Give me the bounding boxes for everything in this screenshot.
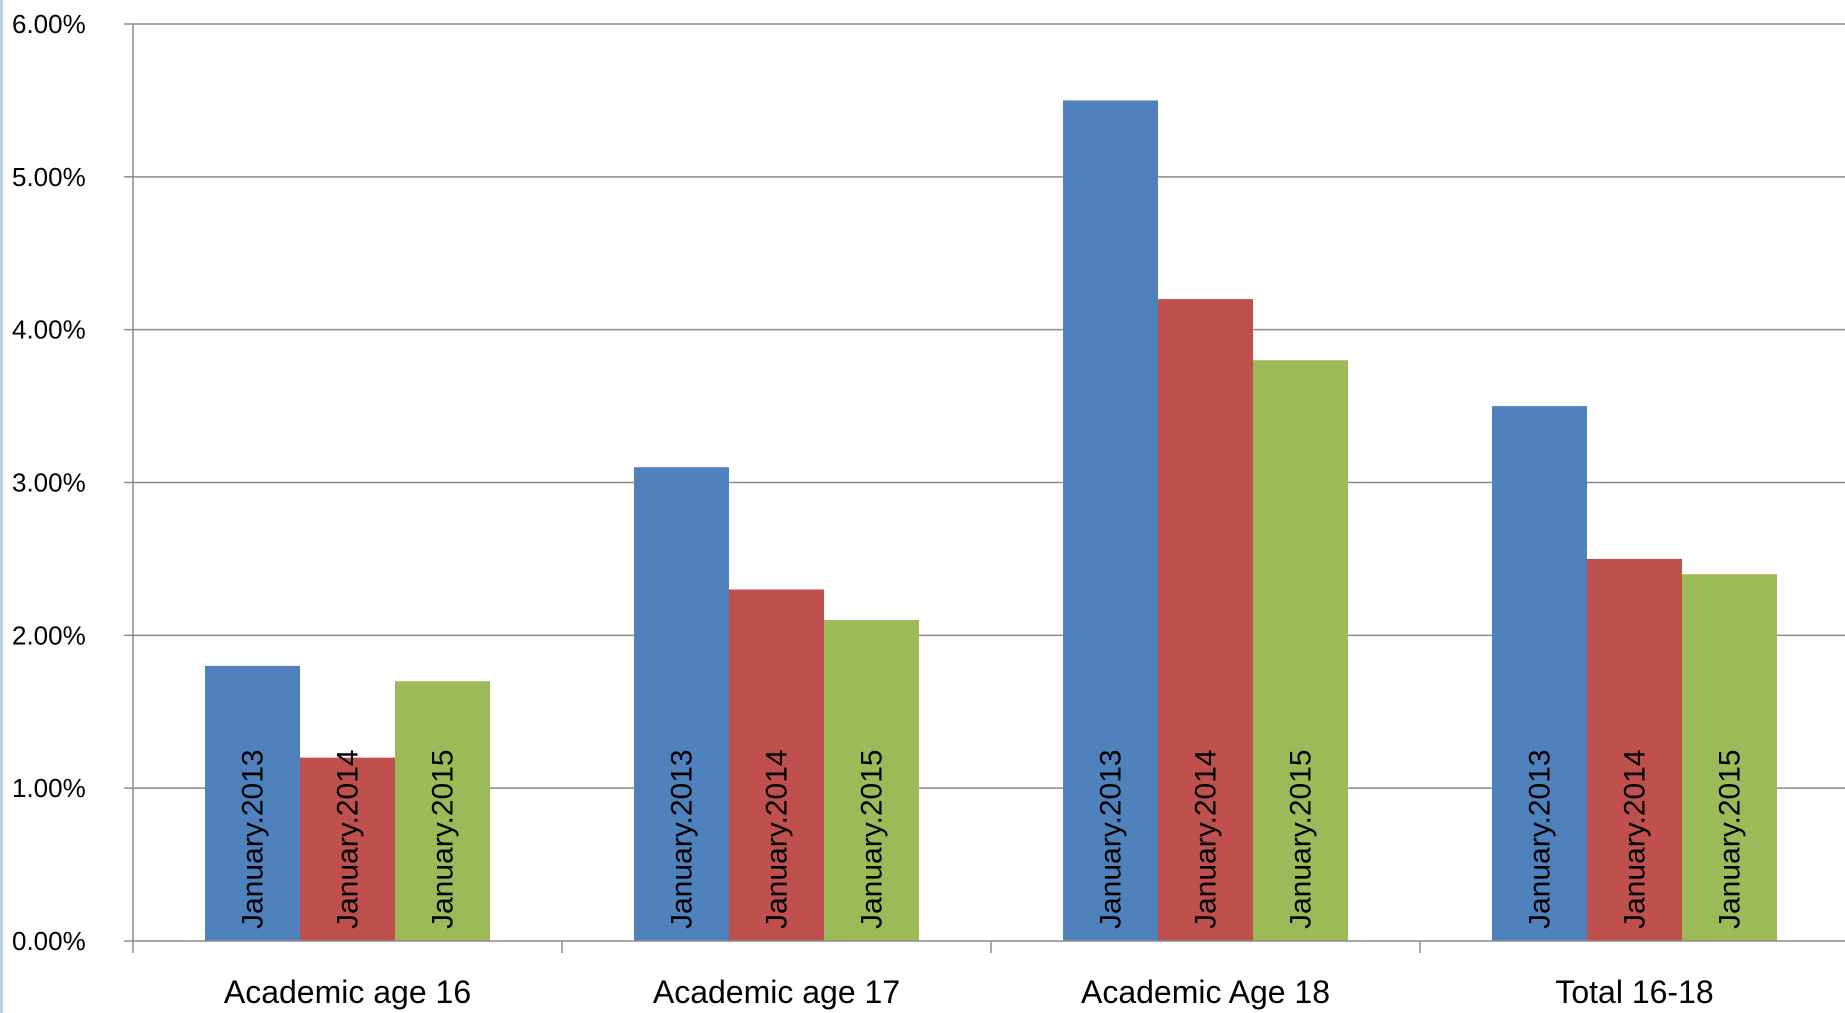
bar-data-label: January.2014	[761, 749, 794, 929]
bar	[1492, 406, 1587, 941]
bar	[1063, 100, 1158, 941]
x-category-label: Academic age 17	[653, 974, 900, 1010]
bar-data-label: January.2015	[1714, 749, 1747, 929]
x-category-label: Total 16-18	[1555, 974, 1713, 1010]
bar	[1158, 299, 1253, 942]
bars	[205, 100, 1777, 942]
bar-data-label: January.2014	[1190, 749, 1223, 929]
bar	[1682, 574, 1777, 941]
bar-data-label: January.2015	[856, 749, 889, 929]
y-tick-label: 5.00%	[12, 162, 86, 192]
bar	[395, 681, 490, 941]
bar	[300, 757, 395, 941]
y-tick-label: 2.00%	[12, 620, 86, 650]
bar	[729, 589, 824, 941]
bar	[634, 467, 729, 941]
bar-data-label: January.2015	[1285, 749, 1318, 929]
bar-data-label: January.2013	[666, 749, 699, 929]
y-tick-label: 1.00%	[12, 773, 86, 803]
bar	[205, 665, 300, 941]
bar	[824, 620, 919, 941]
y-tick-label: 4.00%	[12, 315, 86, 345]
bar-data-label: January.2014	[1619, 749, 1652, 929]
x-category-label: Academic Age 18	[1081, 974, 1330, 1010]
bar-data-label: January.2013	[237, 749, 270, 929]
x-axis-category-labels: Academic age 16 Academic age 17 Academic A…	[224, 974, 1714, 1010]
bar-data-label: January.2014	[332, 749, 365, 929]
y-tick-label: 0.00%	[12, 926, 86, 956]
bar-data-labels: January.2013 January.2014 January.2015 Janu…	[237, 749, 1747, 929]
y-tick-label: 6.00%	[12, 9, 86, 39]
y-tick-label: 3.00%	[12, 468, 86, 498]
bar-data-label: January.2013	[1095, 749, 1128, 929]
y-axis-tick-labels: 0.00% 1.00% 2.00% 3.00% 4.00% 5.00% 6.00%	[12, 9, 86, 956]
bar-data-label: January.2015	[427, 749, 460, 929]
x-category-label: Academic age 16	[224, 974, 471, 1010]
bar	[1587, 558, 1682, 941]
axes	[124, 23, 1845, 953]
bar	[1253, 360, 1348, 941]
window-edge	[0, 0, 3, 1013]
bar-data-label: January.2013	[1524, 749, 1557, 929]
